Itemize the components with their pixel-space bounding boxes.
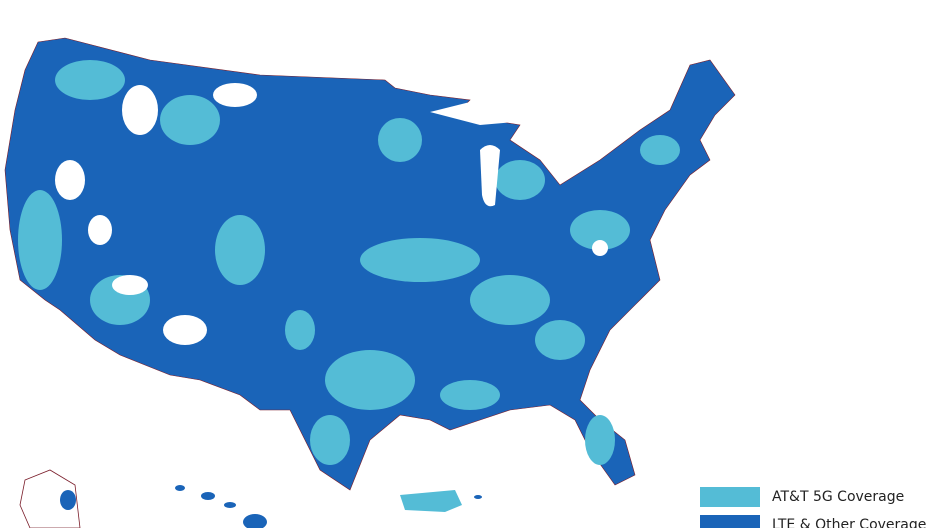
legend-label: LTE & Other Coverage [772, 517, 926, 528]
island [243, 514, 267, 528]
lake-superior [430, 102, 515, 125]
legend-swatch [700, 487, 760, 507]
5g-area [640, 135, 680, 165]
5g-area [495, 160, 545, 200]
gap [55, 160, 85, 200]
island [224, 502, 236, 508]
5g-area [285, 310, 315, 350]
5g-area [570, 210, 630, 250]
gap [213, 83, 257, 107]
hawaii [175, 485, 267, 528]
gap [163, 315, 207, 345]
5g-area [585, 415, 615, 465]
legend-label: AT&T 5G Coverage [772, 489, 904, 505]
5g-area [378, 118, 422, 162]
legend-swatch [700, 515, 760, 528]
5g-area [535, 320, 585, 360]
map [4, 37, 736, 528]
5g-area [440, 380, 500, 410]
5g-area [325, 350, 415, 410]
gap [88, 215, 112, 245]
virgin-islands [474, 495, 482, 499]
lake-michigan [480, 145, 500, 207]
puerto-rico [400, 490, 462, 512]
gap [122, 85, 158, 135]
5g-area [215, 215, 265, 285]
gap [592, 240, 608, 256]
5g-area [55, 60, 125, 100]
alaska-coverage [60, 490, 76, 510]
5g-area [18, 190, 62, 290]
5g-area [310, 415, 350, 465]
gap [112, 275, 148, 295]
island [175, 485, 185, 491]
legend: AT&T 5G Coverage LTE & Other Coverage [700, 487, 926, 528]
5g-patches [18, 60, 680, 465]
5g-area [160, 95, 220, 145]
5g-area [470, 275, 550, 325]
island [201, 492, 215, 500]
alaska [19, 469, 81, 528]
no-coverage [55, 83, 608, 345]
5g-area [360, 238, 480, 282]
